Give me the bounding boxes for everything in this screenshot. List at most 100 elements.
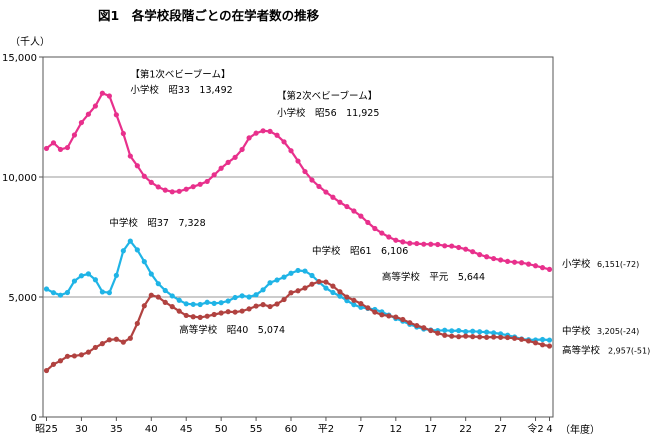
data-point	[518, 336, 525, 342]
data-point	[463, 329, 469, 335]
y-tick-label: 0	[31, 413, 37, 424]
data-point	[504, 334, 511, 341]
data-point	[141, 259, 147, 265]
data-point	[155, 184, 161, 190]
data-point	[358, 304, 364, 310]
data-point	[539, 342, 546, 348]
data-point	[344, 294, 350, 300]
data-point	[288, 270, 294, 276]
data-point	[421, 241, 427, 247]
data-point	[295, 288, 301, 294]
data-point	[78, 119, 85, 126]
data-point	[190, 314, 196, 320]
data-point	[484, 329, 490, 335]
data-point	[225, 309, 231, 315]
data-point	[456, 244, 462, 251]
data-point	[141, 303, 147, 309]
data-point	[477, 329, 483, 335]
data-point	[71, 132, 78, 138]
data-point	[309, 281, 315, 287]
data-point	[155, 281, 161, 287]
plot-frame	[42, 56, 554, 418]
y-tick-label: 10,000	[2, 173, 37, 184]
end-label-name: 小学校	[562, 258, 591, 270]
x-tick-label: 55	[250, 424, 263, 435]
data-point	[267, 280, 273, 286]
data-point	[330, 289, 336, 296]
data-point	[504, 258, 511, 265]
data-point	[379, 230, 385, 236]
data-point	[337, 293, 343, 299]
x-tick-label: 35	[110, 424, 123, 435]
data-point	[141, 173, 147, 179]
data-point	[288, 290, 294, 296]
data-point	[414, 240, 420, 247]
data-point	[456, 334, 462, 340]
data-point	[491, 255, 497, 262]
data-point	[386, 313, 392, 319]
data-point	[351, 297, 357, 303]
data-point	[232, 294, 238, 301]
data-point	[309, 177, 315, 183]
data-point	[239, 146, 245, 153]
data-point	[435, 241, 441, 248]
data-point	[246, 294, 252, 300]
data-point	[372, 225, 378, 232]
annotation: 小学校 昭33 13,492	[130, 84, 232, 96]
data-point	[449, 333, 455, 339]
data-point	[428, 327, 434, 334]
data-point	[463, 246, 469, 252]
data-point	[274, 132, 280, 138]
x-tick-label: 17	[424, 424, 437, 435]
data-point	[316, 183, 322, 190]
x-tick-label: 50	[215, 424, 228, 435]
data-point	[162, 299, 168, 305]
data-point	[134, 320, 140, 327]
data-point	[442, 243, 448, 249]
data-point	[491, 330, 497, 336]
data-point	[435, 330, 441, 336]
data-point	[162, 287, 168, 294]
end-label-name: 高等学校	[562, 345, 601, 357]
data-point	[330, 283, 336, 289]
data-point	[239, 308, 245, 314]
data-point	[120, 339, 126, 345]
data-point	[281, 296, 287, 303]
data-point	[169, 293, 175, 299]
data-point	[218, 165, 224, 171]
data-point	[127, 238, 133, 244]
data-point	[260, 302, 266, 308]
data-point	[64, 289, 71, 296]
data-point	[246, 306, 252, 312]
data-point	[127, 335, 133, 341]
data-point	[113, 336, 119, 342]
data-point	[428, 241, 434, 247]
data-point	[511, 259, 518, 265]
end-label-value: 3,205(-24)	[597, 327, 639, 336]
data-point	[477, 334, 483, 340]
data-point	[407, 240, 413, 246]
data-point	[281, 274, 287, 280]
data-point	[379, 312, 385, 318]
data-point	[246, 135, 252, 141]
data-point	[365, 219, 371, 226]
data-point	[470, 249, 476, 255]
data-point	[323, 189, 329, 195]
data-point	[302, 168, 308, 175]
data-point	[260, 287, 266, 293]
data-point	[218, 310, 224, 316]
data-point	[50, 140, 57, 146]
data-point	[484, 334, 490, 340]
data-point	[546, 266, 553, 272]
data-point	[57, 292, 64, 298]
data-point	[183, 301, 189, 307]
data-point	[92, 277, 98, 283]
data-point	[407, 320, 413, 326]
data-point	[92, 344, 98, 351]
data-point	[532, 340, 539, 346]
annotation: 【第1次ベビーブーム】	[130, 68, 230, 80]
plot-area: 0 5,000 10,000 15,000 昭25 30 35 40 45 50 55 60 平2 7 12…	[2, 53, 650, 435]
data-point	[43, 286, 50, 292]
end-label-name: 中学校	[562, 325, 591, 337]
